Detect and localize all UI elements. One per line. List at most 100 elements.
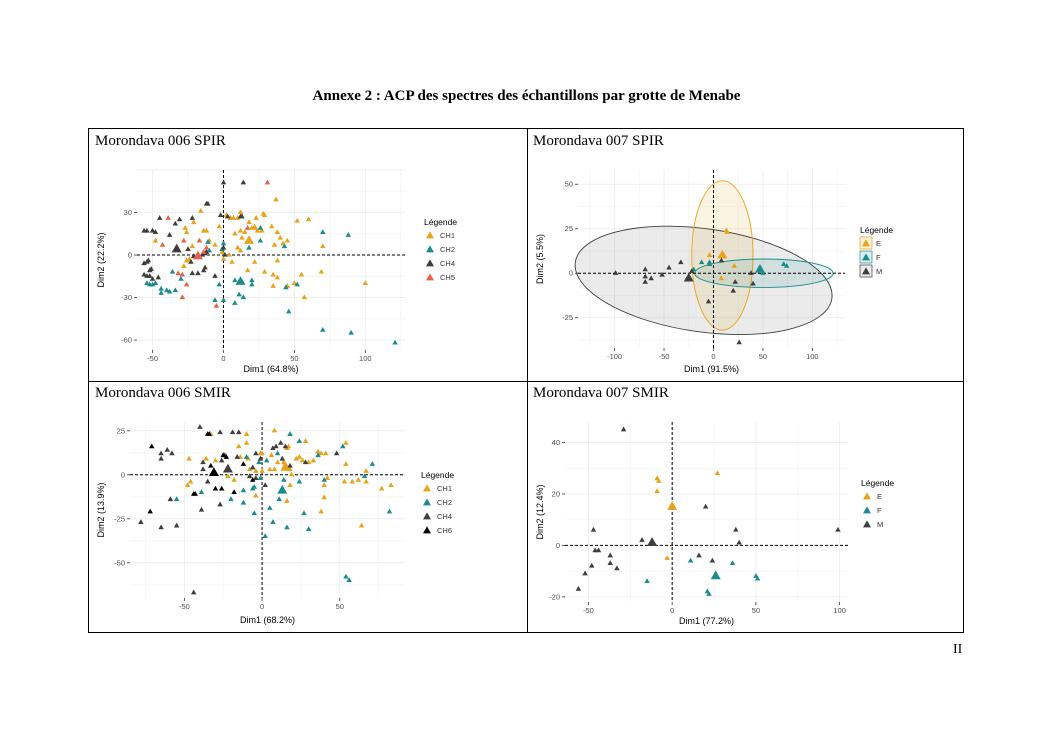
data-point-CH1 [363,468,369,473]
data-point-CH2 [294,281,300,287]
data-point-CH4 [282,443,289,449]
data-point-CH4 [237,213,244,219]
legend-key-CH4 [426,259,434,267]
data-point-CH1 [318,508,324,514]
legend-key-CH2 [423,498,431,506]
data-point-CH6 [231,489,237,495]
x-tick-label: 100 [833,606,846,615]
data-point-CH1 [237,209,244,215]
data-point-CH1 [243,431,250,436]
y-tick-label: 50 [565,180,573,189]
data-point-CH1 [234,244,241,250]
data-point-CH1 [274,274,281,280]
data-point-CH5 [165,215,171,220]
data-point-CH2 [164,287,170,293]
data-point-CH5 [159,241,166,247]
data-point-CH5 [244,224,251,230]
y-tick-label: -25 [562,313,573,322]
data-point-CH1 [274,257,281,263]
data-point-CH4 [246,473,253,479]
data-point-M [688,268,695,274]
data-point-CH4 [270,445,276,451]
data-point-F [644,578,650,584]
data-point-CH4 [167,496,174,502]
data-point-CH1 [284,237,291,243]
data-point-CH1 [277,234,283,240]
data-point-CH1 [183,229,190,234]
legend-label-F: F [876,253,881,262]
data-point-E [654,488,660,494]
data-point-CH2 [267,505,273,510]
data-point-CH4 [198,506,205,512]
data-point-CH1 [253,215,259,220]
data-point-CH2 [285,308,292,314]
x-tick-label: 50 [759,352,767,361]
data-point-CH4 [200,466,206,472]
data-point-CH2 [152,280,159,286]
data-point-CH2 [276,496,282,502]
data-point-M [718,257,725,263]
data-point-CH1 [253,492,259,498]
data-point-CH4 [277,439,284,445]
data-point-CH5 [264,179,271,185]
data-point-CH4 [279,455,286,461]
data-point-CH1 [287,482,293,487]
data-point-CH1 [230,215,237,220]
data-point-CH1 [299,457,306,463]
data-point-CH4 [200,459,206,465]
data-point-CH1 [246,466,253,472]
data-point-CH1 [323,450,329,456]
x-tick-label: 0 [260,602,264,611]
data-point-CH4 [141,271,147,277]
x-axis-label: Dim1 (64.8%) [243,364,298,374]
data-point-M [730,287,737,293]
data-point-M [666,264,672,270]
legend-title: Légende [424,217,457,227]
data-point-CH5 [179,294,186,300]
data-point-CH2 [240,294,247,300]
data-point-CH1 [301,294,308,300]
data-point-CH2 [249,277,255,283]
data-point-CH1 [298,271,305,277]
table-divider-horizontal [89,381,963,382]
centroid-E [667,501,678,510]
data-point-M [575,585,582,591]
data-point-CH2 [283,284,289,290]
data-point-CH5 [213,302,220,308]
data-point-CH4 [204,478,211,484]
x-axis-label: Dim1 (77.2%) [679,616,734,626]
data-point-CH4 [158,455,164,461]
data-point-CH2 [232,277,238,283]
data-point-CH2 [232,300,238,305]
data-point-CH1 [268,223,275,229]
page-title: Annexe 2 : ACP des spectres des échantil… [312,88,741,104]
data-point-CH1 [181,263,187,269]
data-point-M [732,278,738,284]
data-point-CH2 [340,443,346,449]
data-point-CH1 [271,241,278,247]
data-point-CH2 [301,510,307,516]
legend-label-CH4: CH4 [440,259,455,268]
data-point-CH4 [253,450,259,456]
data-point-CH1 [187,478,194,484]
data-point-CH1 [315,448,321,454]
legend-label-CH6: CH6 [437,526,452,535]
data-point-CH6 [249,476,256,482]
data-point-CH1 [259,468,265,473]
y-tick-label: 20 [552,490,560,499]
centroid-CH2 [235,276,246,285]
y-tick-label: 40 [552,438,560,447]
data-point-CH4 [225,213,231,219]
data-point-CH4 [138,519,144,524]
data-point-CH1 [271,427,278,433]
data-point-CH2 [321,476,327,482]
data-point-CH4 [212,273,218,278]
legend-label-CH2: CH2 [440,245,455,254]
data-point-CH2 [257,475,264,480]
legend-key-CH6 [423,526,431,534]
legend-key-CH2 [426,245,434,253]
data-point-CH4 [203,200,210,206]
data-point-CH1 [324,475,331,480]
data-point-CH1 [305,216,312,222]
